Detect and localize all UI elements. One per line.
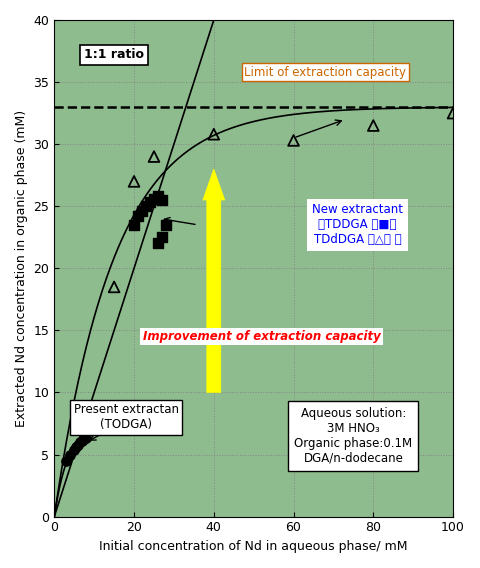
Text: Present extractan
(TODGA): Present extractan (TODGA) xyxy=(73,403,179,431)
Point xyxy=(154,192,162,201)
Point xyxy=(449,108,457,118)
Point xyxy=(66,450,74,459)
Point xyxy=(74,440,82,449)
Point xyxy=(210,130,217,139)
Text: Limit of extraction capacity: Limit of extraction capacity xyxy=(244,66,407,78)
Point xyxy=(162,220,170,229)
Point xyxy=(150,194,158,203)
Point xyxy=(80,435,88,444)
Point xyxy=(138,207,146,216)
Point xyxy=(110,282,118,291)
Point xyxy=(130,220,138,229)
Point xyxy=(154,239,162,248)
Y-axis label: Extracted Nd concentration in organic phase (mM): Extracted Nd concentration in organic ph… xyxy=(15,110,28,427)
Text: 1:1 ratio: 1:1 ratio xyxy=(84,48,144,61)
Point xyxy=(146,198,154,207)
Text: Improvement of extraction capacity: Improvement of extraction capacity xyxy=(143,330,381,343)
Point xyxy=(78,436,86,445)
Point xyxy=(71,445,78,454)
Point xyxy=(150,152,158,161)
Point xyxy=(158,233,166,242)
Point xyxy=(83,433,90,442)
Point xyxy=(130,177,138,186)
Point xyxy=(158,195,166,204)
Point xyxy=(62,456,70,465)
Text: New extractant
（TDDGA （■）
TDdDGA （△） ）: New extractant （TDDGA （■） TDdDGA （△） ） xyxy=(312,203,403,247)
Point xyxy=(290,136,298,145)
Point xyxy=(134,212,142,221)
FancyArrow shape xyxy=(203,169,225,392)
Point xyxy=(76,437,84,446)
Point xyxy=(72,442,80,452)
Text: Aqueous solution:
3M HNO₃
Organic phase:0.1M
DGA/n-dodecane: Aqueous solution: 3M HNO₃ Organic phase:… xyxy=(294,407,412,465)
X-axis label: Initial concentration of Nd in aqueous phase/ mM: Initial concentration of Nd in aqueous p… xyxy=(99,540,408,553)
Point xyxy=(142,202,150,211)
Point xyxy=(370,121,377,130)
